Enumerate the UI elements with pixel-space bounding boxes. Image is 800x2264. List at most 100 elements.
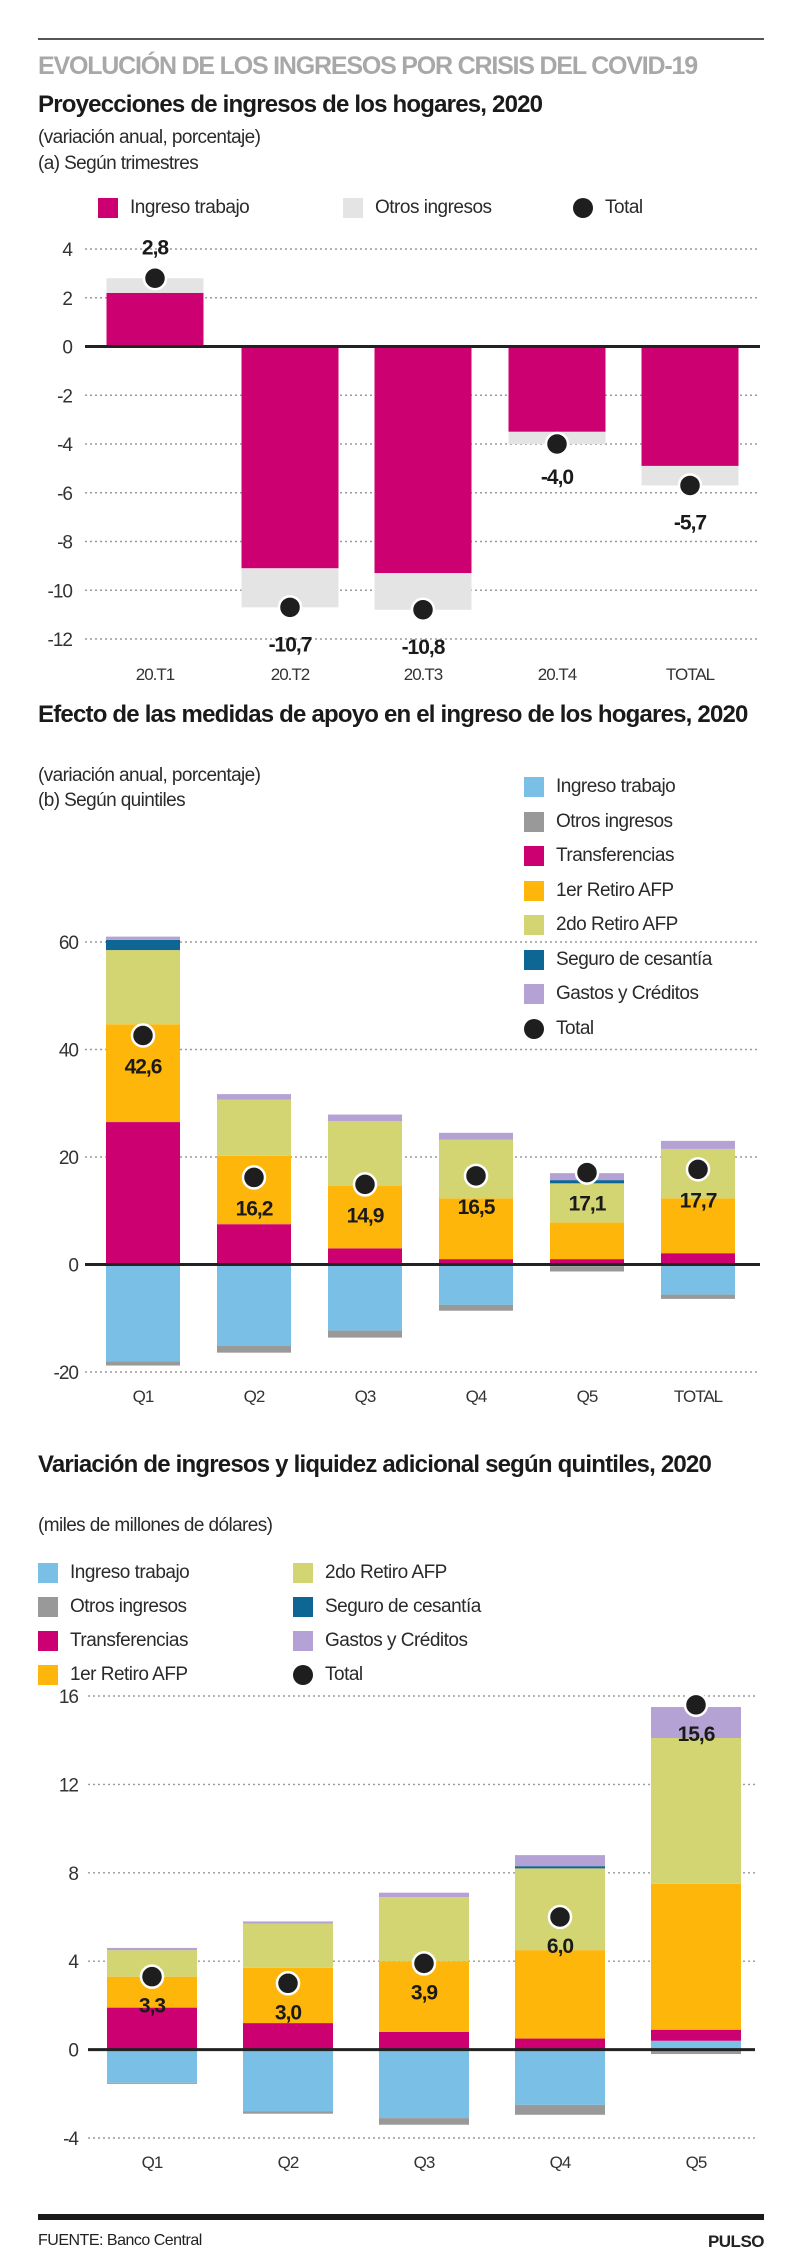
y-tick-label: 40	[59, 1041, 79, 1062]
total-data-label: 15,6	[678, 1723, 715, 1746]
bar-segment-ingreso-trabajo	[379, 2049, 469, 2119]
y-tick-label: 16	[59, 1687, 79, 1708]
legend-item-1er-retiro-afp: 1er Retiro AFP	[38, 1662, 293, 1687]
total-marker	[685, 1157, 711, 1182]
total-data-label: -5,7	[674, 511, 707, 534]
top-rule	[38, 38, 764, 40]
y-tick-label: -8	[57, 533, 72, 554]
legend-item-ingreso-trabajo: Ingreso trabajo	[98, 195, 343, 220]
bar-segment-ingreso-trabajo	[106, 292, 204, 347]
chart1-subtitle-breakdown: (a) Según trimestres	[38, 153, 199, 174]
legend-item-otros-ingresos: Otros ingresos	[38, 1594, 293, 1619]
total-dot-icon	[293, 1664, 313, 1685]
legend-label: Total	[325, 1663, 363, 1685]
legend-label: Gastos y Créditos	[556, 983, 699, 1005]
y-tick-label: 0	[68, 2041, 78, 2062]
legend-item-seguro-de-cesantia: Seguro de cesantía	[293, 1594, 558, 1619]
chart2-subtitle-units: (variación anual, porcentaje)	[38, 765, 261, 786]
legend-label: 1er Retiro AFP	[70, 1663, 188, 1685]
bar-segment-otros-ingresos	[651, 2049, 741, 2055]
chart2-legend: Ingreso trabajo Otros ingresos Transferenc…	[524, 770, 712, 1046]
legend-label: Seguro de cesantía	[325, 1595, 481, 1617]
bar-segment-gastos-y-creditos	[515, 1855, 605, 1867]
y-tick-label: 4	[68, 1952, 79, 1973]
total-data-label: 16,5	[458, 1196, 496, 1219]
legend-item-seguro-de-cesantia: Seguro de cesantía	[524, 943, 712, 978]
swatch-seguro-de-cesantia	[293, 1596, 313, 1617]
bar-segment-ingreso-trabajo	[328, 1264, 402, 1331]
swatch-ingreso-trabajo	[524, 777, 544, 798]
swatch-ingreso-trabajo	[38, 1562, 58, 1583]
chart1-subtitle-units: (variación anual, porcentaje)	[38, 127, 261, 148]
swatch-2do-retiro-afp	[293, 1562, 313, 1583]
bar-segment-transferencias	[651, 2029, 741, 2041]
total-data-label: -10,8	[402, 636, 446, 659]
legend-item-total: Total	[524, 1012, 712, 1047]
bar-segment-ingreso-trabajo	[107, 2049, 197, 2083]
total-marker	[277, 595, 303, 620]
bar-segment-otros-ingresos	[328, 1330, 402, 1338]
x-tick-label: TOTAL	[674, 1387, 723, 1406]
y-tick-label: 4	[62, 240, 73, 261]
x-tick-label: Q1	[133, 1387, 154, 1406]
x-tick-label: 20.T3	[404, 665, 443, 684]
legend-item-gastos-y-creditos: Gastos y Créditos	[524, 977, 712, 1012]
x-tick-label: 20.T2	[271, 665, 310, 684]
bar-segment-gastos-y-creditos	[661, 1140, 735, 1149]
bar-segment-gastos-y-creditos	[243, 1921, 333, 1924]
swatch-1er-retiro-afp	[524, 880, 544, 901]
total-data-label: 17,7	[680, 1189, 717, 1212]
chart3-legend: Ingreso trabajo Otros ingresos Transferenc…	[38, 1560, 558, 1696]
y-tick-label: 2	[62, 289, 72, 310]
swatch-otros-ingresos	[343, 197, 363, 218]
bar-segment-otros-ingresos	[106, 1361, 180, 1366]
total-marker	[130, 1023, 156, 1048]
bar-segment-ingreso-trabajo	[661, 1264, 735, 1295]
bar-segment-transferencias	[550, 1259, 624, 1265]
total-data-label: -4,0	[541, 466, 574, 489]
chart2-title: Efecto de las medidas de apoyo en el ing…	[38, 701, 748, 728]
legend-label: Otros ingresos	[556, 810, 673, 832]
bar-segment-seguro-de-cesantia	[106, 939, 180, 951]
y-tick-label: 60	[59, 933, 79, 954]
swatch-transferencias	[38, 1630, 58, 1651]
legend-label: Otros ingresos	[70, 1595, 187, 1617]
bar-segment-otros-ingresos	[379, 2118, 469, 2125]
bar-segment-ingreso-trabajo	[508, 346, 606, 432]
total-data-label: 3,9	[411, 1981, 438, 2004]
legend-label: Gastos y Créditos	[325, 1629, 468, 1651]
total-marker	[574, 1160, 600, 1185]
total-marker	[275, 1971, 301, 1996]
total-data-label: 17,1	[569, 1193, 607, 1216]
legend-label: Ingreso trabajo	[556, 776, 676, 798]
y-tick-label: -12	[48, 630, 73, 651]
total-data-label: 16,2	[236, 1197, 273, 1220]
y-tick-label: -10	[48, 581, 73, 602]
legend-item-otros-ingresos: Otros ingresos	[343, 195, 573, 220]
legend-item-1er-retiro-afp: 1er Retiro AFP	[524, 874, 712, 909]
total-marker	[241, 1165, 267, 1190]
total-data-label: 42,6	[125, 1056, 162, 1079]
legend-label: 1er Retiro AFP	[556, 879, 674, 901]
y-tick-label: 20	[59, 1148, 79, 1169]
legend-item-2do-retiro-afp: 2do Retiro AFP	[293, 1560, 558, 1585]
bar-segment-transferencias	[661, 1253, 735, 1265]
chart2-subtitle-breakdown: (b) Según quintiles	[38, 790, 186, 811]
bar-segment-ingreso-trabajo	[217, 1264, 291, 1346]
legend-label: Transferencias	[556, 845, 674, 867]
total-marker	[410, 597, 436, 622]
legend-item-total: Total	[573, 195, 643, 220]
bar-segment-ingreso-trabajo	[641, 346, 739, 466]
x-tick-label: 20.T4	[538, 665, 577, 684]
x-tick-label: Q1	[142, 2153, 163, 2172]
legend-label: Ingreso trabajo	[130, 196, 250, 218]
swatch-seguro-de-cesantia	[524, 949, 544, 970]
y-tick-label: -4	[57, 435, 73, 456]
legend-label: 2do Retiro AFP	[556, 914, 678, 936]
bar-segment-ingreso-trabajo	[243, 2049, 333, 2112]
total-marker	[142, 266, 168, 291]
bar-segment-otros-ingresos	[515, 2104, 605, 2115]
bar-segment-gastos-y-creditos	[379, 1892, 469, 1898]
legend-label: Total	[605, 196, 643, 218]
x-tick-label: Q5	[577, 1387, 598, 1406]
